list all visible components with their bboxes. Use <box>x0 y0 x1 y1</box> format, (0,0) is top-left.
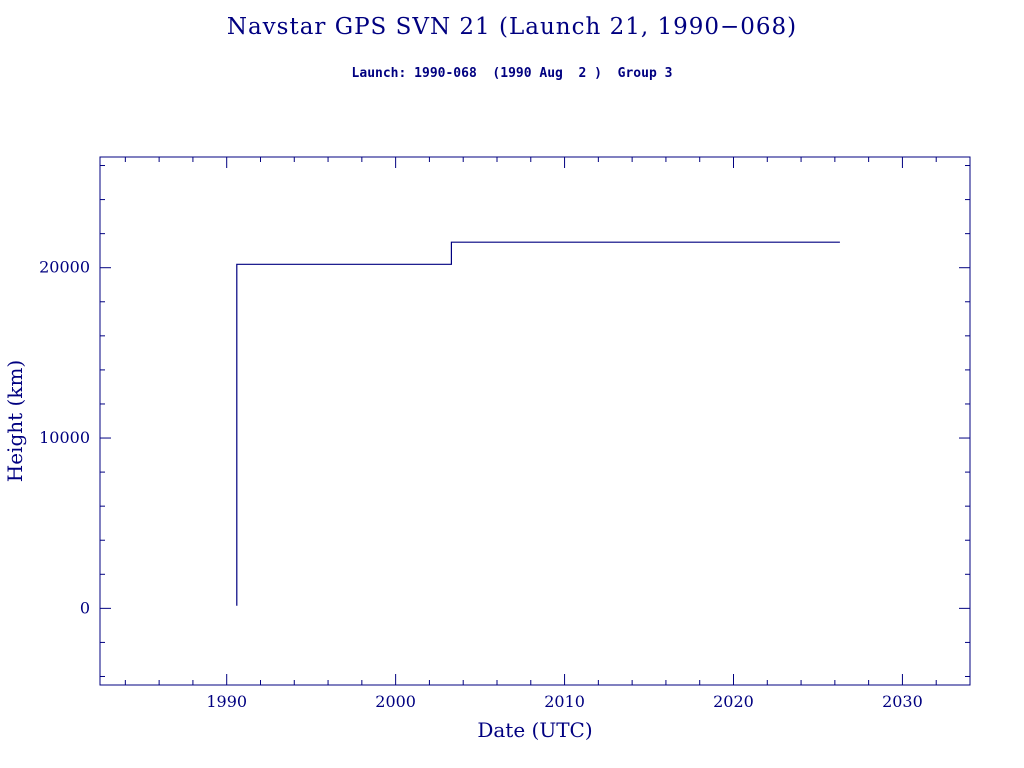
chart-title: Navstar GPS SVN 21 (Launch 21, 1990−068) <box>226 14 798 40</box>
plot-frame <box>99 156 971 686</box>
y-tick-label: 10000 <box>39 428 90 447</box>
x-tick-label: 2030 <box>882 692 923 711</box>
x-axis-label: Date (UTC) <box>477 718 592 742</box>
y-tick-label: 20000 <box>39 258 90 277</box>
height-series-line <box>236 241 840 606</box>
y-tick-label: 0 <box>80 598 90 617</box>
x-tick-label: 2010 <box>544 692 585 711</box>
x-tick-label: 2000 <box>375 692 416 711</box>
x-tick-label: 2020 <box>713 692 754 711</box>
y-axis-label: Height (km) <box>3 360 27 482</box>
chart-subtitle: Launch: 1990-068 (1990 Aug 2 ) Group 3 <box>351 66 673 81</box>
x-tick-label: 1990 <box>206 692 247 711</box>
